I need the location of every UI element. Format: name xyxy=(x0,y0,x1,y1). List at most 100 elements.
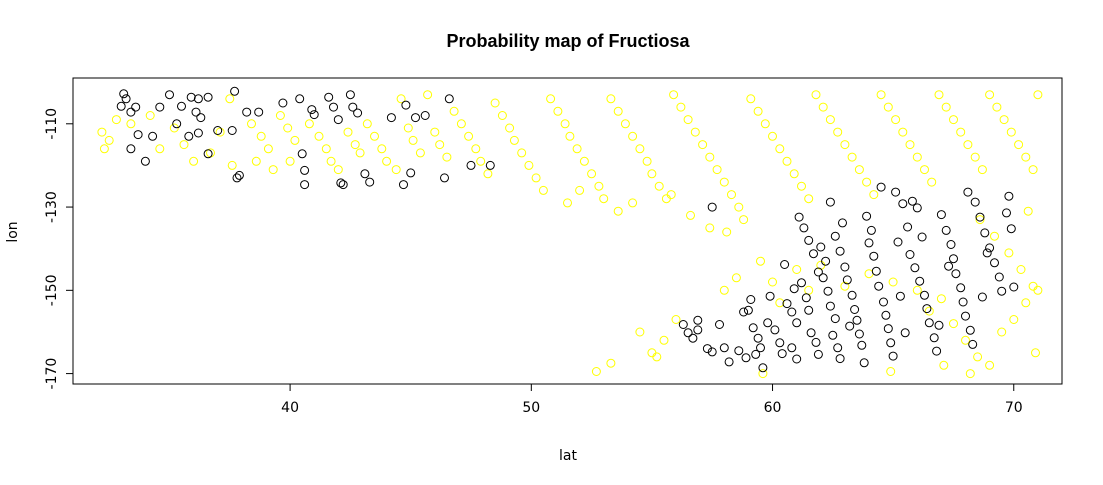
data-point xyxy=(126,119,136,129)
data-point xyxy=(825,301,835,311)
data-point xyxy=(775,144,785,154)
data-point xyxy=(215,127,225,137)
data-point xyxy=(116,101,126,111)
data-point xyxy=(572,144,582,154)
data-point xyxy=(748,323,758,333)
data-point xyxy=(854,165,864,175)
data-point xyxy=(753,333,763,343)
data-point xyxy=(722,227,732,237)
data-point xyxy=(295,94,305,104)
data-point xyxy=(1009,315,1019,324)
data-point xyxy=(326,156,336,166)
data-point xyxy=(1002,208,1011,218)
data-point xyxy=(777,349,787,359)
data-point xyxy=(828,330,838,340)
data-point xyxy=(553,106,563,116)
data-point xyxy=(456,119,466,129)
data-point xyxy=(835,246,845,256)
data-point xyxy=(423,90,433,100)
data-point xyxy=(712,165,722,175)
data-point xyxy=(956,127,966,137)
data-point xyxy=(688,333,698,343)
data-point xyxy=(949,115,958,125)
data-point xyxy=(734,202,744,212)
data-point xyxy=(765,291,775,301)
data-point xyxy=(490,98,500,108)
data-point xyxy=(186,92,196,102)
data-point xyxy=(997,286,1007,296)
data-point xyxy=(944,261,954,271)
data-point xyxy=(775,298,785,308)
data-point xyxy=(350,140,360,150)
data-point xyxy=(847,290,857,300)
y-axis-label: lon xyxy=(5,221,21,242)
data-point xyxy=(693,315,703,325)
data-point xyxy=(965,325,975,335)
data-point xyxy=(1031,348,1040,358)
data-point xyxy=(683,115,693,125)
data-point xyxy=(949,254,958,264)
data-point xyxy=(263,144,273,154)
data-point xyxy=(1004,191,1014,201)
x-tick-label: 50 xyxy=(522,400,540,416)
data-point xyxy=(792,354,802,364)
data-point xyxy=(775,338,785,348)
data-point xyxy=(743,305,753,315)
data-point xyxy=(982,248,992,258)
data-point xyxy=(753,106,763,116)
data-point xyxy=(869,251,879,261)
data-point xyxy=(992,102,1002,112)
data-point xyxy=(830,231,840,241)
data-point xyxy=(148,131,158,141)
data-point xyxy=(994,272,1004,282)
chart-title: Probability map of Fructiosa xyxy=(446,31,690,51)
data-point xyxy=(647,348,657,358)
data-point xyxy=(792,265,802,274)
data-point xyxy=(300,165,310,175)
data-point xyxy=(307,105,317,115)
data-point xyxy=(193,128,203,138)
data-point xyxy=(970,152,980,162)
data-point xyxy=(958,297,968,307)
data-point xyxy=(891,115,901,125)
data-point xyxy=(121,94,131,104)
data-point xyxy=(1004,248,1014,258)
data-point xyxy=(232,173,242,183)
data-point xyxy=(727,190,736,200)
data-point xyxy=(193,94,203,104)
data-points xyxy=(97,86,1043,379)
data-point xyxy=(847,152,857,162)
data-point xyxy=(676,102,686,112)
data-point xyxy=(941,225,951,235)
data-point xyxy=(876,90,886,100)
data-point xyxy=(719,285,729,295)
data-point xyxy=(871,266,881,276)
data-point xyxy=(396,94,406,104)
data-point xyxy=(440,173,449,183)
data-point xyxy=(799,223,809,233)
data-point xyxy=(485,160,495,170)
data-point xyxy=(719,343,729,353)
data-point xyxy=(787,343,797,353)
data-point xyxy=(905,140,915,150)
data-point xyxy=(763,318,773,328)
data-point xyxy=(104,135,114,145)
data-point xyxy=(399,180,408,190)
data-point xyxy=(862,211,872,221)
data-point xyxy=(654,181,664,191)
data-point xyxy=(787,307,797,317)
data-point xyxy=(905,250,915,259)
data-point xyxy=(768,131,777,141)
data-point xyxy=(140,156,150,166)
data-point xyxy=(731,273,741,283)
data-point xyxy=(705,223,715,233)
series-points xyxy=(116,86,1019,373)
data-point xyxy=(857,340,867,350)
data-point xyxy=(821,256,831,266)
data-point xyxy=(606,358,616,368)
data-point xyxy=(907,196,917,206)
data-point xyxy=(191,107,201,117)
data-point xyxy=(683,328,693,338)
data-point xyxy=(888,351,898,361)
data-point xyxy=(751,349,761,359)
